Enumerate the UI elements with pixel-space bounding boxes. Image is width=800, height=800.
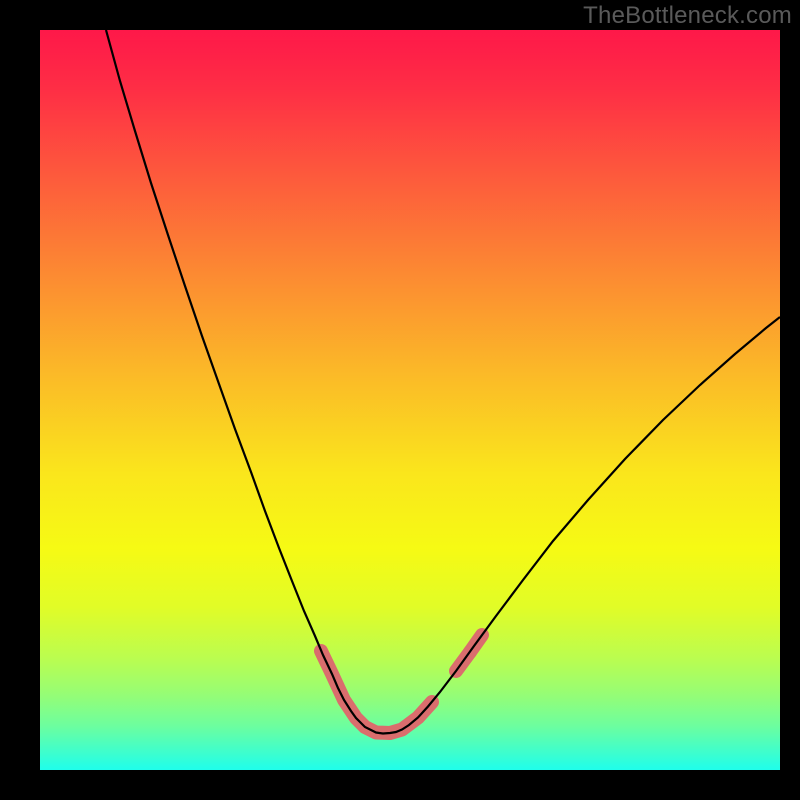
main-curve <box>106 30 780 734</box>
watermark-text: TheBottleneck.com <box>583 2 792 30</box>
plot-area <box>40 30 780 770</box>
curve-layer <box>40 30 780 770</box>
highlight-group <box>321 635 482 733</box>
chart-canvas: TheBottleneck.com <box>0 0 800 800</box>
